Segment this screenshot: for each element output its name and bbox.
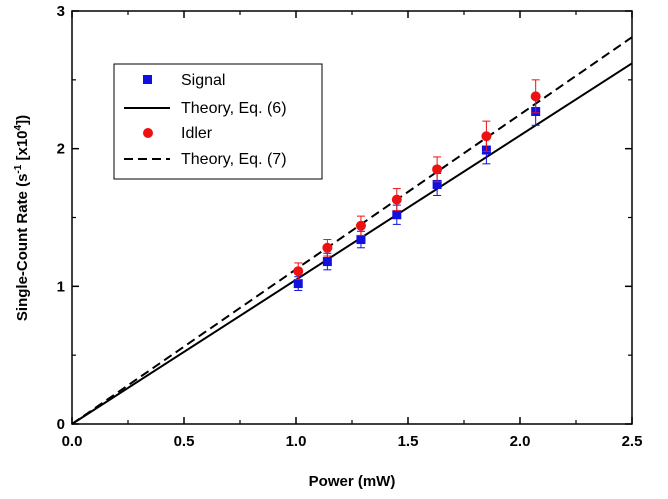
x-tick-label: 1.0 <box>286 433 307 450</box>
legend-idler-marker <box>143 128 153 138</box>
y-tick-label: 3 <box>57 3 65 20</box>
legend-signal-marker <box>143 75 152 84</box>
idler-point <box>432 164 443 175</box>
signal-point <box>322 257 332 267</box>
signal-point <box>293 279 303 289</box>
y-tick-label: 0 <box>57 416 65 433</box>
theory-eq7-line <box>71 36 633 425</box>
signal-point <box>392 210 402 220</box>
axis-ticks: 0.0 0.5 1.0 1.5 2.0 2.5 0 1 2 3 <box>57 3 643 450</box>
series-lines <box>71 36 633 425</box>
x-axis-title: Power (mW) <box>309 473 396 490</box>
legend-theory6-label: Theory, Eq. (6) <box>181 100 287 117</box>
legend-theory7-label: Theory, Eq. (7) <box>181 151 287 168</box>
signal-point <box>356 235 366 245</box>
idler-point <box>355 220 366 231</box>
idler-point <box>530 91 541 102</box>
x-tick-label: 2.5 <box>622 433 643 450</box>
x-tick-label: 0.5 <box>174 433 195 450</box>
x-tick-label: 0.0 <box>62 433 83 450</box>
y-axis-title: Single-Count Rate (s-1 [x104]) <box>13 115 31 321</box>
legend: Signal Theory, Eq. (6) Idler Theory, Eq.… <box>113 63 323 180</box>
idler-point <box>481 131 492 142</box>
series-points <box>293 79 541 291</box>
x-tick-label: 1.5 <box>398 433 419 450</box>
theory-eq6-line <box>71 62 633 425</box>
x-tick-label: 2.0 <box>510 433 531 450</box>
idler-point <box>391 194 402 205</box>
idler-point <box>322 242 333 253</box>
signal-point <box>432 179 442 189</box>
legend-idler-label: Idler <box>181 125 213 142</box>
idler-point <box>293 266 304 277</box>
y-tick-label: 2 <box>57 141 65 158</box>
y-tick-label: 1 <box>57 278 65 295</box>
legend-signal-label: Signal <box>181 72 225 89</box>
